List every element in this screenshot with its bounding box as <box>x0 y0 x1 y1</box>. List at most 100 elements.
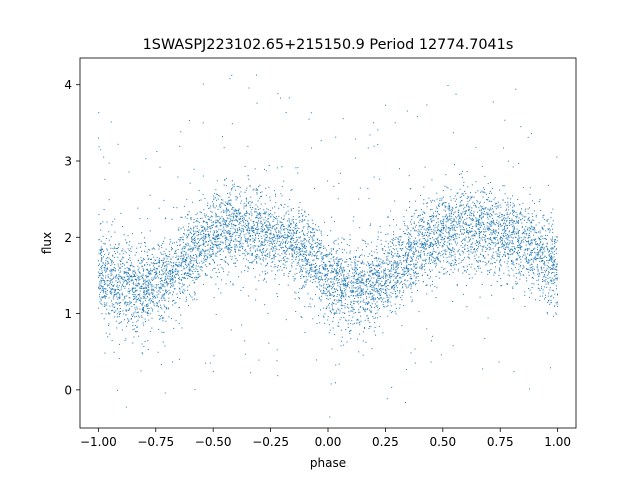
data-point <box>504 223 506 225</box>
data-point <box>328 292 330 294</box>
data-point <box>375 269 377 271</box>
data-point <box>530 133 532 135</box>
data-point <box>361 293 363 295</box>
data-point <box>499 270 501 272</box>
data-point <box>212 258 214 260</box>
data-point <box>299 254 301 256</box>
data-point <box>554 245 556 247</box>
data-point <box>170 280 172 282</box>
data-point <box>224 179 226 181</box>
data-point <box>397 237 399 239</box>
data-point <box>104 284 106 286</box>
data-point <box>325 268 327 270</box>
data-point <box>501 239 503 241</box>
data-point <box>361 263 362 265</box>
data-point <box>542 228 544 230</box>
data-point <box>453 229 455 231</box>
data-point <box>147 284 149 286</box>
data-point <box>229 211 231 213</box>
data-point <box>316 269 318 271</box>
data-point <box>504 202 506 204</box>
data-point <box>157 310 159 312</box>
data-point <box>229 242 231 244</box>
data-point <box>198 255 200 257</box>
data-point <box>468 273 470 275</box>
data-point <box>168 256 170 258</box>
data-point <box>528 244 530 246</box>
data-point <box>133 304 135 306</box>
data-point <box>539 290 541 292</box>
data-point <box>488 249 490 251</box>
data-point <box>209 251 211 253</box>
data-point <box>99 249 101 251</box>
data-point <box>440 222 442 224</box>
data-point <box>272 243 274 245</box>
data-point <box>269 196 271 198</box>
data-point <box>238 235 240 237</box>
data-point <box>544 273 546 275</box>
data-point <box>183 233 185 235</box>
data-point <box>508 248 510 250</box>
data-point <box>390 312 392 314</box>
data-point <box>275 232 277 234</box>
data-point <box>114 270 116 272</box>
data-point <box>379 294 381 296</box>
data-point <box>165 306 167 308</box>
data-point <box>262 226 264 228</box>
data-point <box>449 210 451 212</box>
data-point <box>104 295 106 297</box>
data-point <box>290 248 292 250</box>
data-point <box>424 248 426 250</box>
data-point <box>214 239 216 241</box>
data-point <box>290 222 292 224</box>
data-point <box>156 294 158 296</box>
data-point <box>405 273 407 275</box>
data-point <box>223 271 225 273</box>
data-point <box>494 262 496 264</box>
data-point <box>407 227 409 229</box>
data-point <box>376 305 378 307</box>
data-point <box>406 258 408 260</box>
data-point <box>169 280 171 282</box>
data-point <box>486 225 488 227</box>
data-point <box>341 258 343 260</box>
data-point <box>209 237 211 239</box>
data-point <box>390 273 392 275</box>
data-point <box>144 286 146 288</box>
data-point <box>167 271 169 273</box>
data-point <box>283 267 285 269</box>
data-point <box>244 220 246 222</box>
data-point <box>371 261 373 263</box>
data-point <box>381 271 382 273</box>
data-point <box>352 316 354 318</box>
data-point <box>111 339 113 341</box>
data-point <box>518 263 520 265</box>
data-point <box>103 242 105 244</box>
data-point <box>151 284 153 286</box>
data-point <box>310 147 312 149</box>
data-point <box>393 275 395 277</box>
data-point <box>482 246 484 248</box>
data-point <box>169 276 171 278</box>
data-point <box>176 264 178 266</box>
data-point <box>235 216 237 218</box>
data-point <box>245 198 247 200</box>
data-point <box>424 269 426 271</box>
data-point <box>325 294 327 296</box>
data-point <box>356 260 358 262</box>
data-point <box>489 271 491 273</box>
data-point <box>109 333 111 335</box>
data-point <box>409 249 411 251</box>
data-point <box>496 235 498 237</box>
data-point <box>133 281 135 283</box>
data-point <box>226 217 228 219</box>
data-point <box>476 270 478 272</box>
data-point <box>534 227 536 229</box>
data-point <box>385 104 387 106</box>
data-point <box>371 293 373 295</box>
data-point <box>357 318 359 320</box>
data-point <box>249 235 251 237</box>
data-point <box>298 206 300 208</box>
data-point <box>536 264 538 266</box>
data-point <box>265 255 267 257</box>
